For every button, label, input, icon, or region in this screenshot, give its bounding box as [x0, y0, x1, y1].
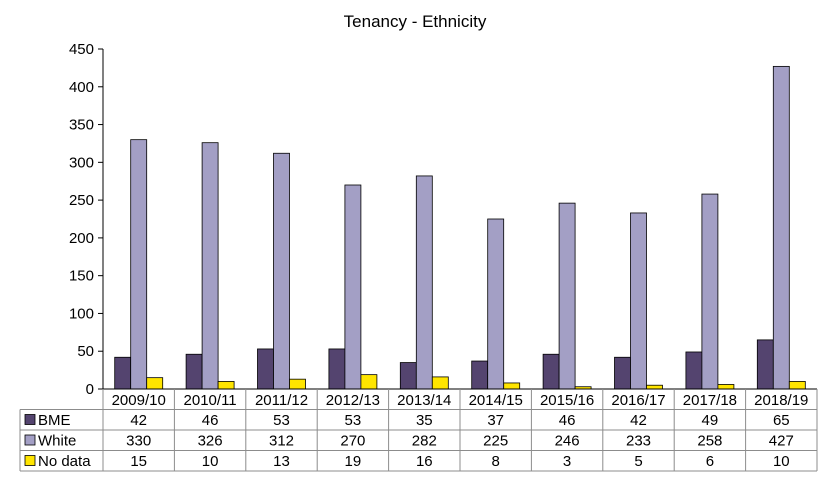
data-label: 330 — [126, 433, 151, 450]
data-label: 6 — [706, 453, 714, 470]
y-tick-label: 200 — [69, 230, 94, 247]
legend-label: BME — [38, 412, 71, 429]
legend-swatch — [24, 414, 36, 425]
x-tick-label: 2017/18 — [683, 392, 737, 409]
y-tick-label: 250 — [69, 192, 94, 209]
bar-no-data — [360, 374, 378, 390]
legend-label: White — [38, 433, 76, 450]
bar-white — [772, 65, 790, 390]
bar-bme — [257, 348, 274, 390]
x-tick-label: 2016/17 — [611, 392, 665, 409]
bar-bme — [685, 351, 703, 390]
bar-no-data — [431, 376, 449, 390]
bar-no-data — [146, 377, 164, 390]
data-label: 16 — [416, 453, 433, 470]
y-tick-label: 450 — [69, 41, 94, 58]
data-label: 8 — [492, 453, 500, 470]
bar-white — [415, 175, 433, 390]
y-tick-label: 100 — [69, 305, 94, 322]
data-label: 35 — [416, 412, 433, 429]
data-label: 46 — [202, 412, 219, 429]
bar-white — [558, 202, 576, 390]
data-label: 258 — [697, 433, 722, 450]
x-tick-label: 2018/19 — [754, 392, 808, 409]
data-label: 10 — [202, 453, 219, 470]
legend-label: No data — [38, 453, 91, 470]
bar-white — [487, 218, 505, 390]
y-tick-label: 150 — [69, 268, 94, 285]
data-label: 53 — [345, 412, 362, 429]
bar-bme — [114, 356, 132, 390]
data-label: 42 — [630, 412, 647, 429]
bar-bme — [542, 353, 560, 390]
y-tick-label: 0 — [86, 381, 94, 398]
y-tick-label: 400 — [69, 79, 94, 96]
bar-white — [130, 139, 148, 390]
data-label: 3 — [563, 453, 571, 470]
x-tick-label: 2014/15 — [469, 392, 523, 409]
data-label: 49 — [702, 412, 719, 429]
x-tick-label: 2009/10 — [112, 392, 166, 409]
bar-bme — [471, 360, 489, 390]
plot-area: 0 50 100 150 200 250 300 350 400 450 — [69, 41, 806, 398]
y-tick-label: 300 — [69, 154, 94, 171]
data-label: 312 — [269, 433, 294, 450]
x-tick-label: 2011/12 — [255, 392, 308, 409]
bar-white — [273, 152, 290, 390]
bar-no-data — [646, 384, 663, 390]
x-tick-label: 2013/14 — [397, 392, 451, 409]
bar-no-data — [788, 381, 806, 390]
bar-no-data — [717, 384, 735, 390]
data-label: 246 — [555, 433, 580, 450]
bar-white — [201, 142, 219, 390]
bar-white — [701, 193, 719, 390]
bar-white — [630, 212, 647, 390]
legend-swatch — [24, 455, 36, 466]
data-label: 427 — [769, 433, 794, 450]
data-table: 2009/10 2010/11 2011/12 2012/13 2013/14 2014/… — [19, 388, 818, 472]
data-label: 225 — [483, 433, 508, 450]
data-label: 5 — [634, 453, 642, 470]
bar-bme — [399, 362, 417, 390]
x-tick-label: 2010/11 — [184, 392, 237, 409]
legend-swatch — [24, 434, 36, 446]
data-label: 282 — [412, 433, 437, 450]
bar-no-data — [217, 381, 235, 390]
x-tick-label: 2015/16 — [540, 392, 594, 409]
bar-bme — [756, 339, 774, 390]
data-label: 37 — [487, 412, 504, 429]
data-label: 10 — [773, 453, 790, 470]
bar-bme — [185, 353, 203, 390]
y-tick-label: 350 — [69, 117, 94, 134]
bar-bme — [328, 348, 346, 390]
data-label: 53 — [273, 412, 290, 429]
chart-title: Tenancy - Ethnicity — [344, 12, 487, 31]
data-label: 270 — [340, 433, 365, 450]
data-label: 233 — [626, 433, 651, 450]
y-tick-label: 50 — [77, 343, 94, 360]
data-label: 15 — [130, 453, 147, 470]
data-label: 19 — [345, 453, 362, 470]
data-label: 326 — [198, 433, 223, 450]
x-tick-label: 2012/13 — [326, 392, 380, 409]
data-label: 13 — [273, 453, 290, 470]
bar-bme — [614, 356, 631, 390]
data-label: 65 — [773, 412, 790, 429]
data-label: 42 — [130, 412, 147, 429]
data-label: 46 — [559, 412, 576, 429]
bar-no-data — [503, 382, 521, 390]
bar-white — [344, 184, 362, 390]
bar-no-data — [289, 378, 306, 390]
